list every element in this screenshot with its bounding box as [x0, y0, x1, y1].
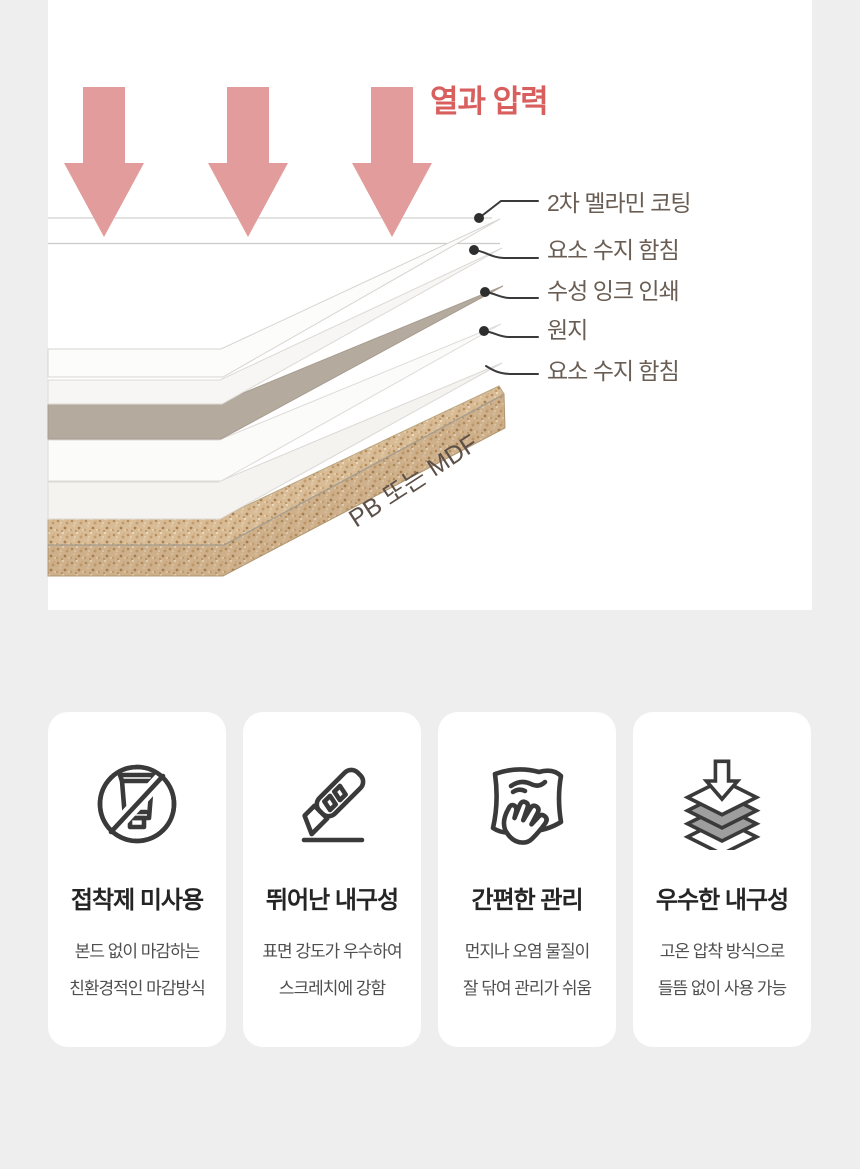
no-adhesive-icon: [91, 756, 183, 852]
pressed-layers-icon: [676, 756, 768, 852]
layer-label-urea-top: 요소 수지 함침: [547, 237, 679, 263]
feature-cards: 접착제 미사용 본드 없이 마감하는 친환경적인 마감방식 뛰어난 내구성 표면 …: [48, 712, 812, 1047]
sheet-melamine-coating: [47, 218, 501, 378]
layer-label-melamine: 2차 멜라민 코팅: [547, 190, 691, 216]
sheet-urea-resin-bottom: [47, 362, 503, 520]
feature-card-easy-care: 간편한 관리 먼지나 오염 물질이 잘 닦여 관리가 쉬움: [438, 712, 616, 1047]
layer-label-urea-bottom: 요소 수지 함침: [547, 358, 679, 384]
sheet-urea-resin-top: [47, 247, 503, 405]
feature-description: 본드 없이 마감하는 친환경적인 마감방식: [69, 942, 205, 998]
laminate-layer-diagram: 열과 압력 2차 멜라민 코팅 요소 수지 함침 수성 잉크 인쇄 원지 요소 …: [47, 84, 692, 577]
cutter-knife-icon: [286, 756, 378, 852]
feature-description: 먼지나 오염 물질이 잘 닦여 관리가 쉬움: [462, 942, 592, 998]
feature-title: 우수한 내구성: [655, 887, 789, 914]
feature-card-pressed: 우수한 내구성 고온 압착 방식으로 들뜸 없이 사용 가능: [633, 712, 811, 1047]
pressure-arrow-icon: [64, 87, 144, 237]
feature-title: 간편한 관리: [471, 887, 583, 914]
wiping-hand-icon: [481, 756, 573, 852]
callout-dots: [469, 213, 490, 336]
pressure-label: 열과 압력: [430, 84, 548, 119]
sheet-base-paper: [47, 323, 502, 482]
layer-label-ink: 수성 잉크 인쇄: [547, 278, 679, 304]
pressure-arrow-icon: [208, 87, 288, 237]
feature-card-no-adhesive: 접착제 미사용 본드 없이 마감하는 친환경적인 마감방식: [48, 712, 226, 1047]
pressure-arrows: [64, 87, 432, 237]
pressure-arrow-icon: [352, 87, 432, 237]
feature-card-durability: 뛰어난 내구성 표면 강도가 우수하여 스크레치에 강함: [243, 712, 421, 1047]
feature-description: 고온 압착 방식으로 들뜸 없이 사용 가능: [657, 942, 787, 998]
feature-title: 접착제 미사용: [70, 887, 204, 914]
board-pb-mdf: [47, 385, 506, 577]
feature-title: 뛰어난 내구성: [265, 887, 399, 914]
feature-description: 표면 강도가 우수하여 스크레치에 강함: [262, 942, 402, 998]
layer-label-base-paper: 원지: [547, 317, 587, 343]
